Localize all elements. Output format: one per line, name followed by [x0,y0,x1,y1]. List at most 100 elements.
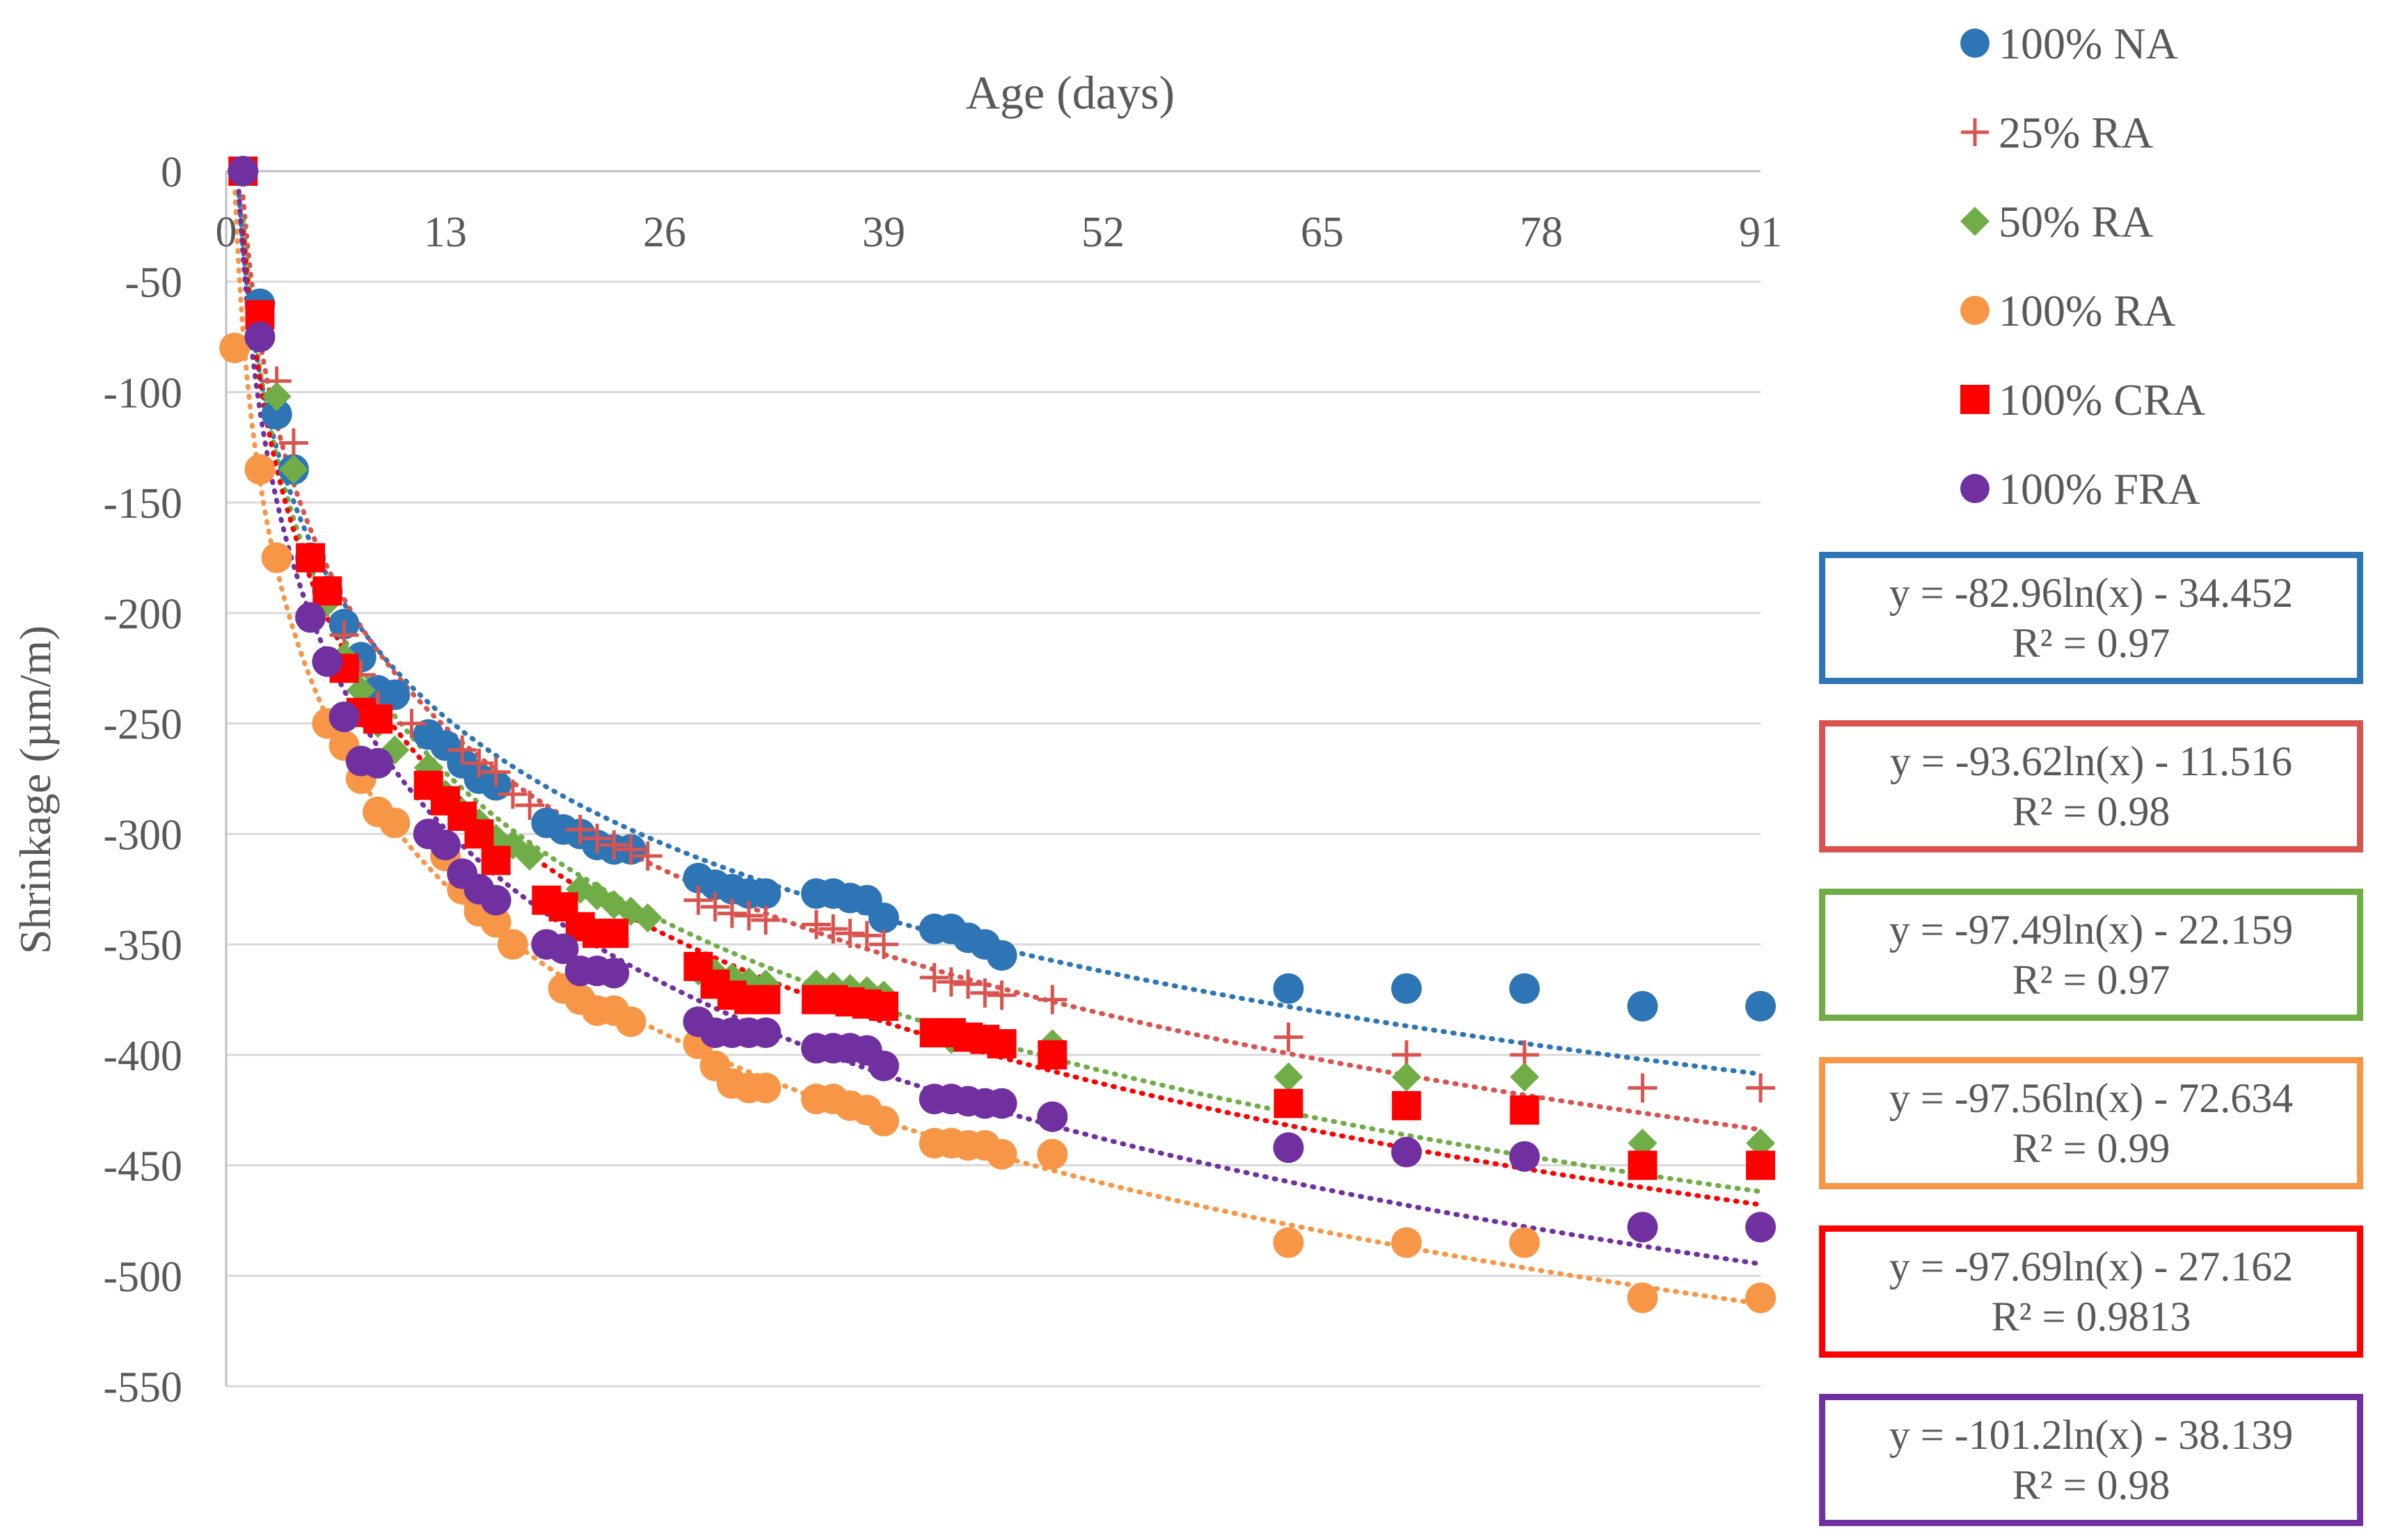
x-tick-label: 65 [1301,209,1344,256]
r-squared: R² = 0.98 [2012,1462,2170,1508]
equation-box-0: y = -82.96ln(x) - 34.452 R² = 0.97 [1819,552,2363,684]
y-tick-label: -400 [103,1033,182,1080]
equation-box-4: y = -97.69ln(x) - 27.162 R² = 0.9813 [1819,1225,2363,1358]
series-1 [228,157,1775,1103]
y-tick-label: -250 [103,701,182,749]
data-point [363,704,393,734]
x-tick-label: 78 [1520,209,1563,256]
legend-entry-0: 100% NA [1960,19,2178,68]
data-point [1273,1062,1303,1092]
data-point [278,454,308,484]
data-point [1509,1141,1540,1172]
r-squared: R² = 0.97 [2012,957,2170,1003]
data-point [515,791,545,820]
data-point [312,576,342,606]
data-point [987,1029,1017,1058]
data-point [1273,973,1304,1004]
data-point [717,898,747,928]
data-point [363,747,394,779]
data-point [295,602,326,633]
data-point [1745,1283,1776,1314]
x-tick-label: 0 [216,209,237,256]
data-point [1627,1212,1658,1243]
x-tick-label: 52 [1081,209,1125,256]
data-point [750,878,781,910]
data-point [219,332,251,363]
data-point [751,985,781,1015]
data-point [515,841,545,871]
x-tick-label: 26 [643,209,686,256]
data-point [244,454,276,485]
legend-label: 50% RA [1999,197,2153,246]
data-point [987,981,1017,1010]
trend-equation: y = -101.2ln(x) - 38.139 [1889,1412,2294,1458]
legend-marker [1960,474,1990,503]
data-point [1391,1136,1422,1168]
y-tick-label: -300 [103,811,182,859]
data-point [565,815,595,845]
equation-box-3: y = -97.56ln(x) - 72.634 R² = 0.99 [1819,1057,2363,1189]
data-point [986,1138,1017,1170]
data-point [986,939,1017,971]
y-axis-title: Shrinkage (µm/m) [10,626,60,954]
legend-label: 100% CRA [1999,375,2205,424]
x-axis-title: Age (days) [966,66,1175,119]
grid-layer [226,280,1761,1388]
data-point [734,900,764,930]
data-point [244,322,276,353]
data-point [228,156,259,186]
legend-marker [1960,207,1990,236]
legend-marker [1960,296,1990,325]
data-point [1628,1073,1658,1103]
data-point [633,903,662,932]
data-point [869,930,898,960]
legend-marker [1961,118,1989,146]
series-4 [228,157,1775,1180]
data-point [869,991,898,1021]
data-point [1273,1088,1303,1118]
data-point [379,679,411,711]
data-point [480,884,511,916]
legend-label: 100% NA [1999,19,2178,68]
data-point [464,748,494,778]
data-point [802,910,832,939]
data-point [1392,1062,1422,1092]
data-point [464,819,494,849]
data-point [397,708,427,738]
data-point [1391,1227,1422,1258]
data-point [633,841,662,871]
legend-label: 25% RA [1999,108,2153,157]
legend-marker [1960,29,1990,58]
data-point [1273,1132,1304,1164]
trend-equation: y = -97.49ln(x) - 22.159 [1889,907,2294,953]
legend-marker [1960,385,1990,414]
legend-entry-3: 100% RA [1960,286,2175,335]
data-point [953,969,983,999]
data-point [498,779,527,809]
data-point [1509,1227,1540,1258]
data-point [1745,1212,1776,1243]
data-point [970,978,1000,1008]
data-point [751,905,781,935]
data-point [598,958,630,989]
x-tick-label: 91 [1739,209,1782,256]
data-point [1509,1062,1539,1092]
tick-label-layer: 0 -50 -100 -150 -200 -250 -300 -350 -400 -450 -500… [103,149,1782,1411]
y-tick-label: -550 [103,1364,182,1411]
data-point [1273,1227,1304,1258]
trend-equation: y = -97.69ln(x) - 27.162 [1889,1244,2294,1289]
data-point [1746,1128,1775,1158]
y-tick-label: -350 [103,922,182,969]
y-tick-label: 0 [161,149,182,196]
data-point [278,428,308,458]
data-point [1392,1090,1422,1120]
trend-equation: y = -93.62ln(x) - 11.516 [1889,738,2293,784]
axis-layer [225,170,1761,1386]
y-tick-label: -50 [125,260,182,307]
y-tick-label: -500 [103,1253,182,1301]
data-point [1745,990,1776,1022]
data-point [328,701,360,733]
data-point [616,834,646,864]
legend-entry-1: 25% RA [1961,108,2153,157]
